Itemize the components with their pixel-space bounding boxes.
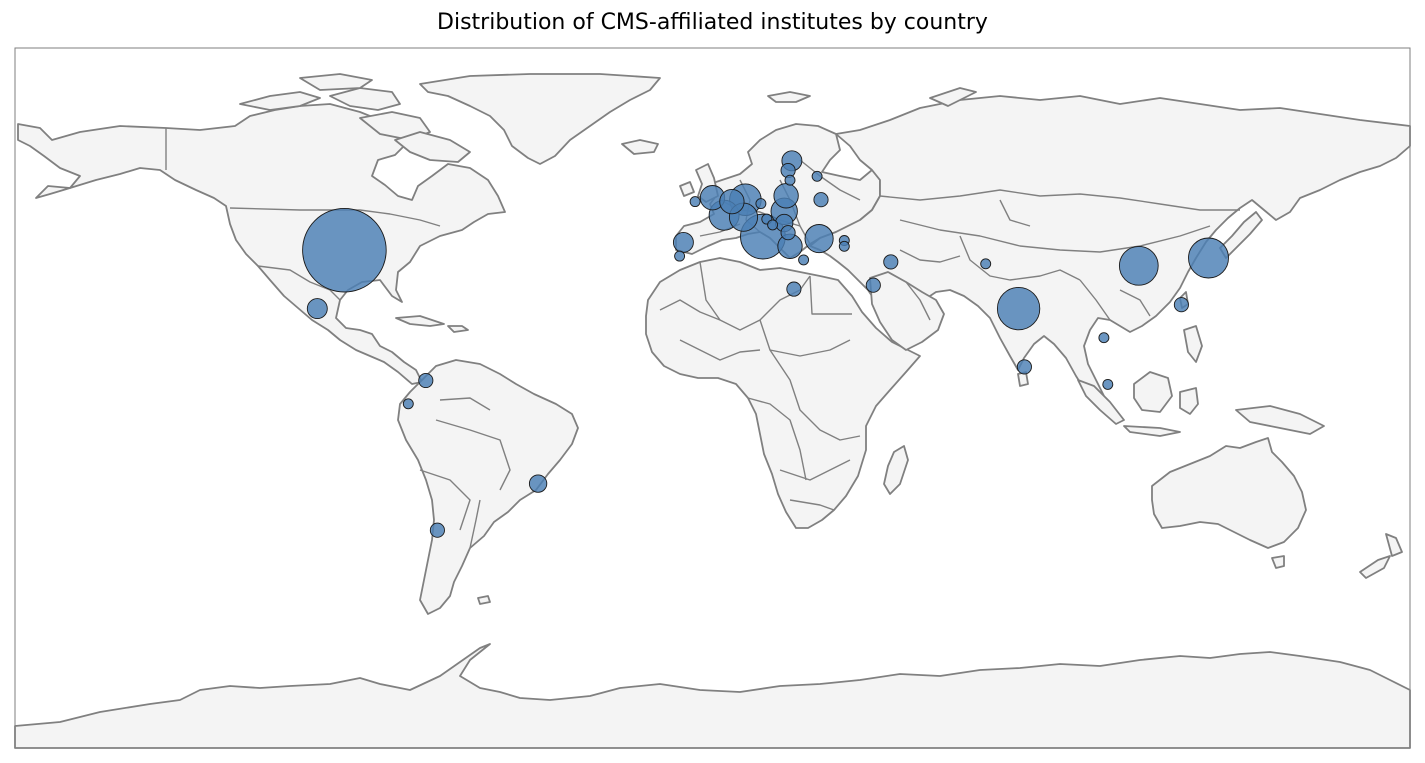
- data-bubble: [804, 224, 834, 254]
- land-nz-south: [1359, 555, 1391, 579]
- land-africa: [645, 257, 921, 529]
- data-bubble: [1118, 245, 1159, 286]
- land-ireland: [679, 181, 695, 197]
- data-bubble: [1188, 237, 1229, 279]
- land-svalbard: [767, 91, 811, 103]
- land-nz-north: [1385, 533, 1403, 557]
- data-bubble: [980, 258, 992, 270]
- land-falklands: [477, 595, 491, 605]
- land-novaya-zemlya: [929, 87, 977, 107]
- data-bubble: [798, 254, 810, 266]
- border-asia-8: [999, 199, 1031, 227]
- data-bubble: [672, 231, 694, 253]
- data-bubble: [773, 183, 799, 209]
- land-philippines: [1183, 325, 1203, 363]
- land-iceland: [621, 139, 659, 155]
- landmasses: [14, 73, 1411, 749]
- border-africa-3: [809, 275, 852, 315]
- land-borneo: [1133, 371, 1173, 413]
- border-asia-3: [959, 235, 1081, 281]
- data-bubble: [1173, 297, 1189, 313]
- border-africa-6: [679, 339, 761, 361]
- border-asia-2: [899, 219, 1211, 253]
- land-australia: [1151, 437, 1307, 549]
- data-bubble: [996, 286, 1041, 331]
- data-bubble: [689, 196, 701, 208]
- land-java: [1123, 425, 1181, 437]
- data-bubble: [784, 174, 796, 186]
- land-new-guinea: [1235, 405, 1325, 435]
- land-sumatra: [1077, 379, 1125, 425]
- border-south-america-1: [435, 419, 511, 491]
- land-alaska-tail: [35, 185, 71, 199]
- border-asia-4: [899, 249, 961, 263]
- data-bubble: [1098, 332, 1110, 344]
- border-africa-8: [779, 459, 851, 481]
- border-africa-9: [789, 499, 835, 511]
- border-africa-7: [659, 299, 721, 321]
- data-bubble: [786, 281, 802, 297]
- border-africa-2: [759, 319, 851, 357]
- land-south-america: [397, 359, 579, 615]
- data-bubble: [755, 198, 767, 210]
- border-europe-4: [799, 159, 861, 201]
- data-bubble: [883, 254, 899, 270]
- border-south-america-3: [439, 397, 491, 411]
- border-south-america-2: [419, 469, 471, 531]
- country-borders: [165, 128, 1240, 549]
- data-bubble: [302, 207, 387, 293]
- data-bubble: [719, 188, 745, 215]
- data-bubble: [1016, 359, 1032, 375]
- land-japan: [1219, 211, 1263, 259]
- land-tasmania: [1271, 555, 1285, 569]
- data-bubble: [306, 298, 328, 320]
- data-bubble: [429, 522, 445, 538]
- data-bubble: [528, 474, 548, 493]
- land-arctic-islands-1: [239, 91, 321, 111]
- bubble-layer: [302, 150, 1229, 538]
- land-hispaniola: [447, 325, 469, 333]
- data-bubble: [402, 398, 414, 410]
- chart-title: Distribution of CMS-affiliated institute…: [437, 10, 988, 35]
- land-arctic-islands-4: [299, 73, 373, 91]
- data-bubble: [780, 225, 796, 241]
- land-baffin: [394, 131, 471, 163]
- border-asia-6: [1119, 289, 1151, 317]
- data-bubble: [767, 219, 779, 231]
- border-south-america-4: [469, 499, 481, 549]
- data-bubble: [813, 192, 829, 208]
- data-bubble: [811, 170, 823, 182]
- border-africa-4: [769, 349, 861, 441]
- border-us-mexico: [257, 265, 341, 301]
- land-cuba: [395, 315, 445, 327]
- data-bubble: [1102, 378, 1114, 390]
- border-asia-5: [1079, 279, 1111, 321]
- data-bubble: [418, 372, 434, 389]
- border-asia-7: [905, 281, 931, 321]
- data-bubble: [865, 277, 881, 293]
- land-arctic-islands-3: [359, 111, 431, 141]
- border-asia-1: [879, 189, 1240, 211]
- data-bubble: [838, 240, 850, 252]
- border-us-canada: [229, 207, 441, 227]
- land-greenland: [419, 73, 661, 165]
- land-sulawesi: [1179, 387, 1199, 415]
- border-africa-5: [747, 397, 807, 481]
- land-antarctica: [14, 643, 1411, 749]
- data-bubble: [674, 250, 686, 262]
- land-madagascar: [883, 445, 909, 495]
